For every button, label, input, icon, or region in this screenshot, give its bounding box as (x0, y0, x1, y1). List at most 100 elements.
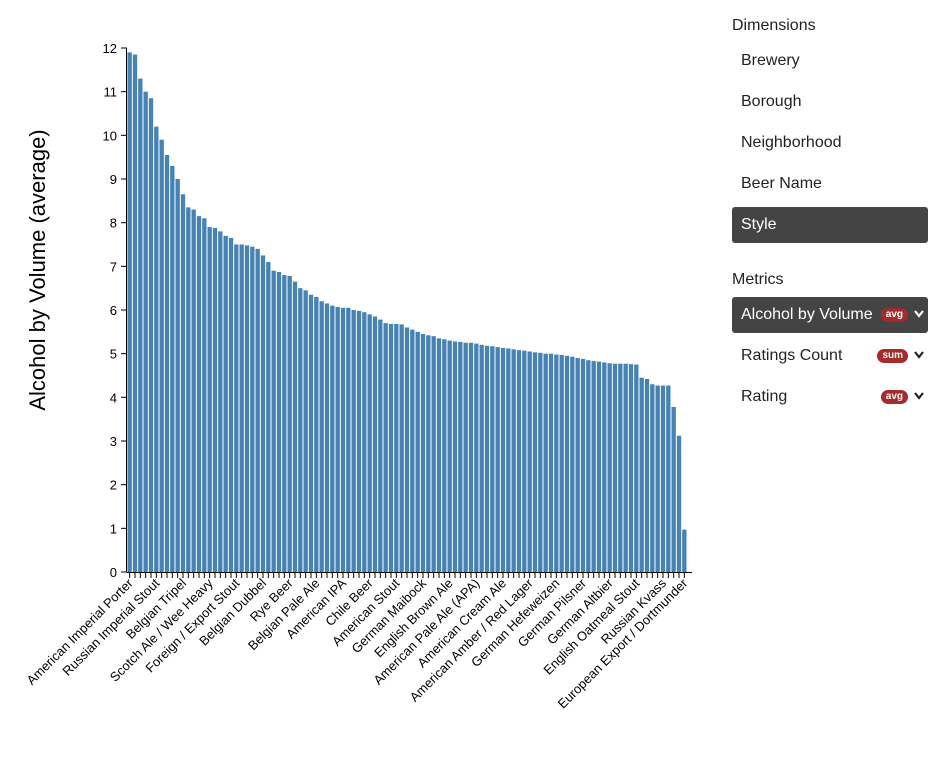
dimension-label: Style (741, 216, 777, 233)
bar (602, 362, 607, 572)
bar (660, 385, 666, 572)
bar (484, 345, 490, 572)
bar (586, 360, 591, 572)
y-tick-label: 0 (110, 565, 117, 580)
bar (324, 303, 330, 572)
bar (479, 344, 484, 572)
section-title: Dimensions (732, 17, 816, 34)
bar (671, 406, 676, 572)
metric-item[interactable]: Alcohol by Volume avg (732, 297, 928, 333)
bar (495, 347, 500, 572)
bar (474, 343, 479, 572)
bar (442, 339, 447, 572)
bar (212, 227, 218, 572)
bar (191, 209, 196, 573)
dimension-label: Borough (741, 93, 802, 110)
bar (650, 384, 655, 572)
chevron[interactable] (914, 310, 924, 318)
y-tick-label: 3 (110, 434, 117, 449)
bar (666, 385, 671, 572)
bar (431, 336, 436, 572)
bar (287, 275, 292, 572)
chart: Alcohol by Volume (average) 012345678910… (24, 41, 692, 711)
metric-item[interactable]: Ratings Count sum (732, 338, 928, 374)
bar (468, 342, 474, 572)
bar (570, 356, 575, 572)
bar (410, 329, 415, 572)
bar (244, 245, 250, 572)
bar (255, 248, 260, 572)
metric-item[interactable]: Rating avg (732, 379, 928, 415)
bar (554, 354, 559, 572)
y-tick-label: 8 (110, 216, 117, 231)
bar (314, 296, 319, 572)
bar (639, 377, 644, 572)
dimension-item[interactable]: Borough (732, 84, 928, 120)
bar (276, 272, 282, 572)
bar (148, 98, 154, 572)
bar (527, 351, 532, 572)
bar (202, 218, 207, 573)
bar (612, 363, 618, 572)
bar (308, 294, 314, 572)
dimension-item[interactable]: Beer Name (732, 166, 928, 202)
bar (260, 255, 266, 572)
dimension-item[interactable]: Neighborhood (732, 125, 928, 161)
metric-label: Ratings Count (741, 347, 843, 364)
bar (282, 275, 287, 572)
bar (404, 327, 410, 572)
bar (511, 349, 516, 572)
y-tick-label: 6 (110, 303, 117, 318)
bar (682, 529, 687, 572)
bar (676, 435, 682, 572)
y-tick-label: 10 (103, 128, 117, 143)
bar (218, 231, 223, 572)
bar (372, 316, 378, 572)
bar (559, 354, 564, 572)
bar (170, 165, 175, 572)
bar (415, 331, 420, 572)
bar (292, 281, 298, 572)
bar (367, 314, 372, 572)
bar (538, 352, 543, 572)
agg-badge: avg (880, 308, 908, 322)
bar (628, 364, 634, 572)
dimension-label: Beer Name (741, 175, 822, 192)
y-tick-label: 2 (110, 478, 117, 493)
bar (426, 335, 431, 572)
agg-badge: sum (877, 349, 908, 363)
bar (330, 305, 335, 572)
dimension-label: Neighborhood (741, 134, 842, 151)
bar (436, 338, 442, 572)
chevron[interactable] (914, 392, 924, 400)
bar (378, 319, 383, 572)
bar (159, 139, 164, 572)
bar (362, 312, 367, 572)
y-tick-label: 1 (110, 521, 117, 536)
bar (623, 363, 628, 572)
bar (564, 355, 570, 572)
bar (143, 91, 148, 573)
spacer (732, 248, 928, 268)
bar (340, 307, 346, 572)
bar (356, 310, 362, 572)
bar (516, 350, 522, 572)
bar (335, 306, 340, 572)
dimension-item[interactable]: Style (732, 207, 928, 243)
y-axis-label: Alcohol by Volume (average) (25, 129, 50, 410)
bar (138, 78, 143, 573)
chevron[interactable] (914, 351, 924, 359)
bar (132, 54, 138, 573)
bar (346, 307, 351, 572)
bar (394, 323, 399, 572)
y-tick-label: 9 (110, 172, 117, 187)
dimension-item[interactable]: Brewery (732, 43, 928, 79)
metric-label: Rating (741, 388, 788, 405)
bar (319, 301, 324, 572)
bar (548, 353, 554, 572)
bar (207, 227, 212, 573)
bar (266, 261, 271, 572)
bar (506, 348, 511, 572)
bar (351, 310, 356, 572)
bar (420, 334, 426, 572)
